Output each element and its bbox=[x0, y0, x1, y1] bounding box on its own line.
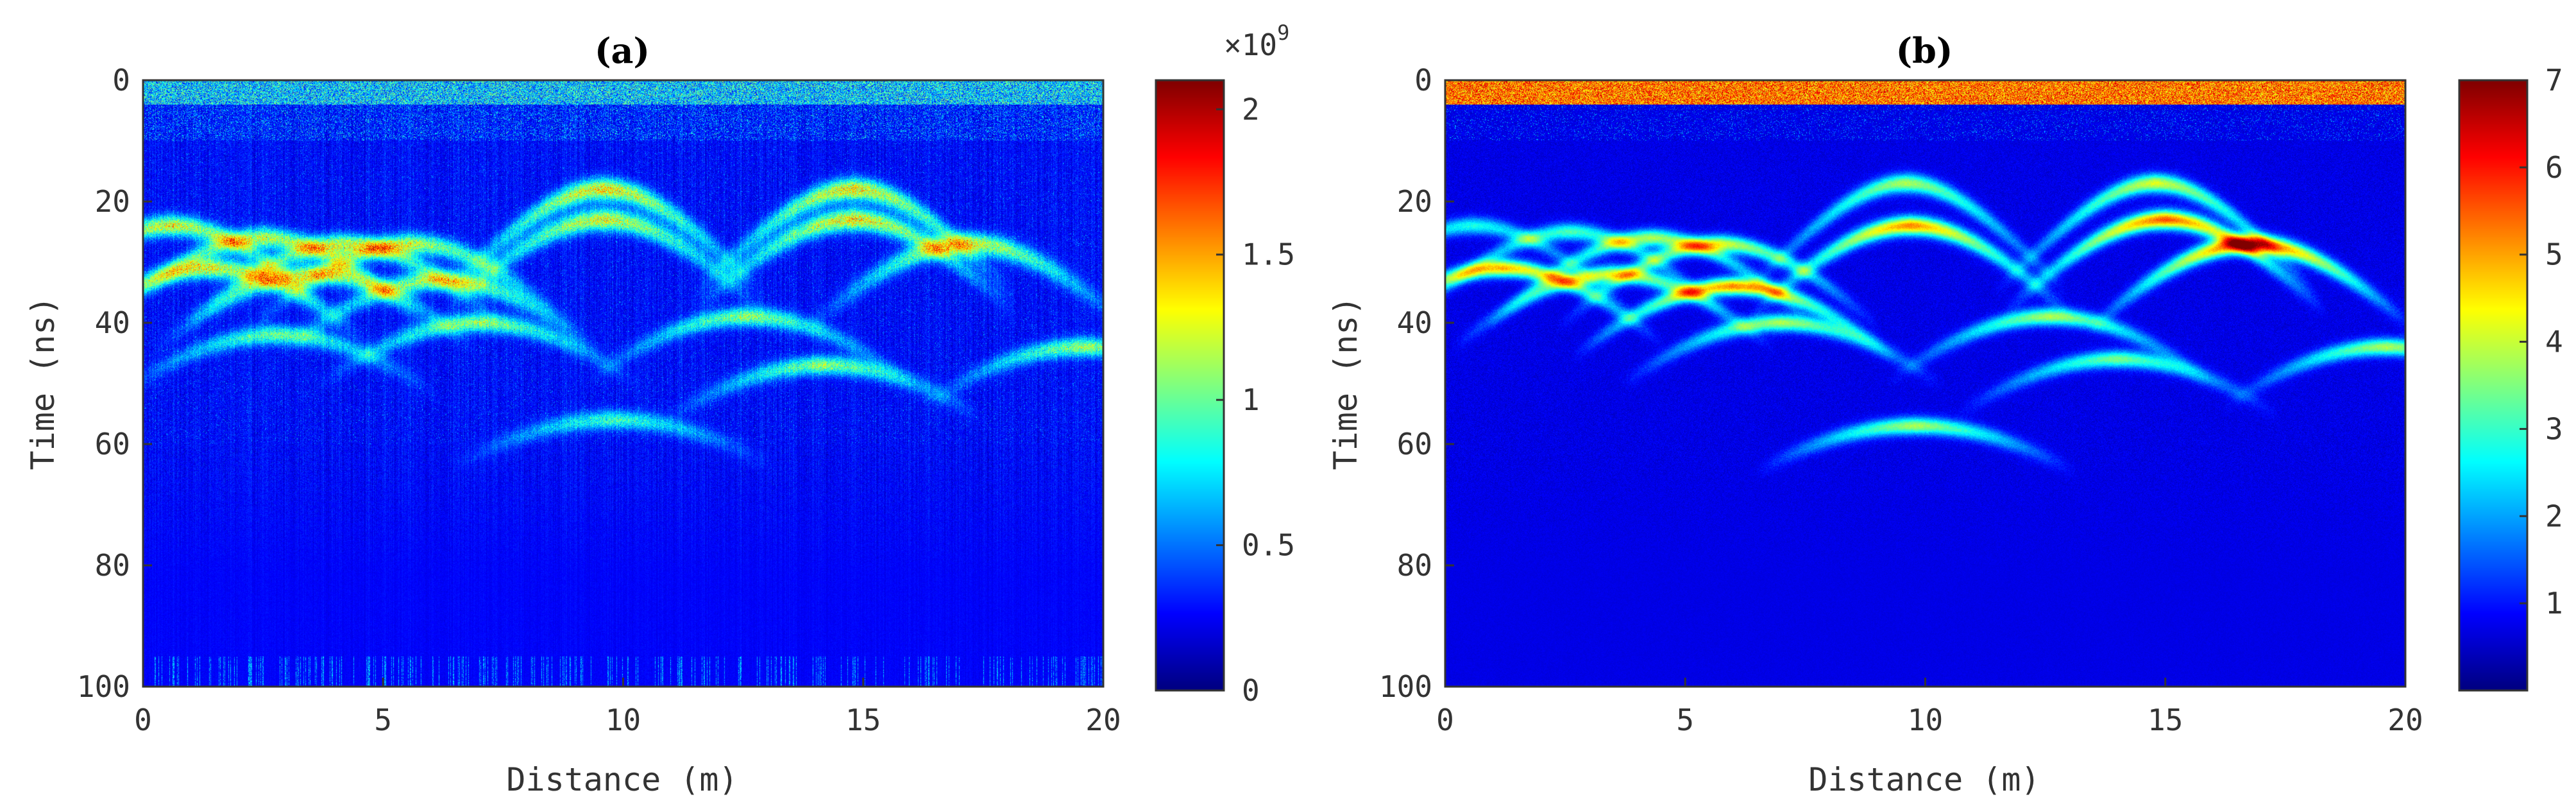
panel-b-xtick-label: 0 bbox=[1436, 703, 1454, 737]
panel-b-heatmap bbox=[1445, 80, 2405, 687]
panel-a-cbar-tick-label: 0 bbox=[1242, 673, 1260, 708]
panel-b-xtick-label: 5 bbox=[1676, 703, 1694, 737]
panel-b-cbar-tick-label: 6 bbox=[2545, 150, 2563, 185]
panel-a-ytick-label: 100 bbox=[77, 669, 130, 704]
panel-a-heatmap bbox=[143, 80, 1103, 687]
panel-a-colorbar-gradient bbox=[1156, 80, 1224, 690]
panel-a-ytick-label: 60 bbox=[95, 427, 130, 461]
panel-b-ticks: 0 5 10 15 20 0 20 40 60 80 100 bbox=[1379, 63, 2423, 737]
panel-b-colorbar-gradient bbox=[2459, 80, 2527, 690]
panel-b-xtick-label: 15 bbox=[2148, 703, 2183, 737]
panel-a-cbar-exponent-power: 9 bbox=[1277, 21, 1289, 45]
panel-a-colorbar: 0 0.5 1 1.5 2 ×109 bbox=[1155, 21, 1295, 708]
panel-b-xtick-label: 10 bbox=[1908, 703, 1943, 737]
panel-a-ytick-label: 80 bbox=[95, 548, 130, 583]
panel-b-ytick-label: 40 bbox=[1397, 305, 1432, 340]
panel-a: (a) 0 5 10 15 20 0 2 bbox=[24, 21, 1295, 798]
panel-a-ytick-label: 40 bbox=[95, 305, 130, 340]
panel-a-x-axis-label: Distance (m) bbox=[506, 761, 738, 798]
panel-b-cbar-tick-label: 7 bbox=[2545, 63, 2563, 98]
panel-b-ytick-label: 60 bbox=[1397, 427, 1432, 461]
panel-b-cbar-tick-label: 1 bbox=[2545, 586, 2563, 621]
panel-b-plot-area bbox=[1444, 79, 2407, 688]
panel-b-colorbar-frame bbox=[2458, 79, 2529, 692]
panel-b-xtick-label: 20 bbox=[2387, 703, 2423, 737]
panel-b-colorbar: 1 2 3 4 5 6 7 bbox=[2458, 63, 2563, 692]
panel-a-cbar-tick-label: 2 bbox=[1242, 92, 1260, 126]
panel-b-cbar-tick-label: 3 bbox=[2545, 411, 2563, 446]
panel-b-cbar-tick-label: 5 bbox=[2545, 237, 2563, 272]
panel-b-y-axis-label: Time (ns) bbox=[1327, 296, 1364, 470]
panel-a-cbar-tick-label: 1.5 bbox=[1242, 237, 1295, 272]
panel-a-ytick-label: 0 bbox=[112, 63, 130, 98]
panel-b-cbar-tick-label: 4 bbox=[2545, 325, 2563, 359]
panel-a-xtick-label: 10 bbox=[606, 703, 641, 737]
panel-b-ytick-label: 100 bbox=[1379, 669, 1432, 704]
panel-a-cbar-exponent: ×109 bbox=[1224, 21, 1289, 62]
panel-b-ytick-label: 0 bbox=[1414, 63, 1432, 98]
panel-a-xtick-label: 15 bbox=[845, 703, 881, 737]
panel-a-xtick-label: 0 bbox=[134, 703, 152, 737]
panel-b-ytick-label: 80 bbox=[1397, 548, 1432, 583]
panel-a-cbar-exponent-base: ×10 bbox=[1224, 28, 1277, 62]
panel-b-title: (b) bbox=[1896, 30, 1953, 71]
panel-a-xtick-label: 5 bbox=[374, 703, 392, 737]
panel-a-cbar-tick-label: 1 bbox=[1242, 382, 1260, 417]
panel-a-cbar-tick-label: 0.5 bbox=[1242, 528, 1295, 563]
panel-b-cbar-tick-label: 2 bbox=[2545, 499, 2563, 533]
panel-a-plot-area bbox=[142, 79, 1105, 688]
panel-a-colorbar-frame bbox=[1155, 79, 1225, 692]
panel-a-y-axis-label: Time (ns) bbox=[24, 296, 62, 470]
panel-a-ytick-label: 20 bbox=[95, 184, 130, 219]
panel-a-ticks: 0 5 10 15 20 0 20 40 60 80 100 bbox=[77, 63, 1121, 737]
panel-b-x-axis-label: Distance (m) bbox=[1808, 761, 2040, 798]
panel-a-xtick-label: 20 bbox=[1085, 703, 1121, 737]
panel-b: (b) 0 5 10 15 20 0 20 40 bbox=[1327, 30, 2563, 798]
panel-b-ytick-label: 20 bbox=[1397, 184, 1432, 219]
panel-a-title: (a) bbox=[595, 30, 650, 71]
